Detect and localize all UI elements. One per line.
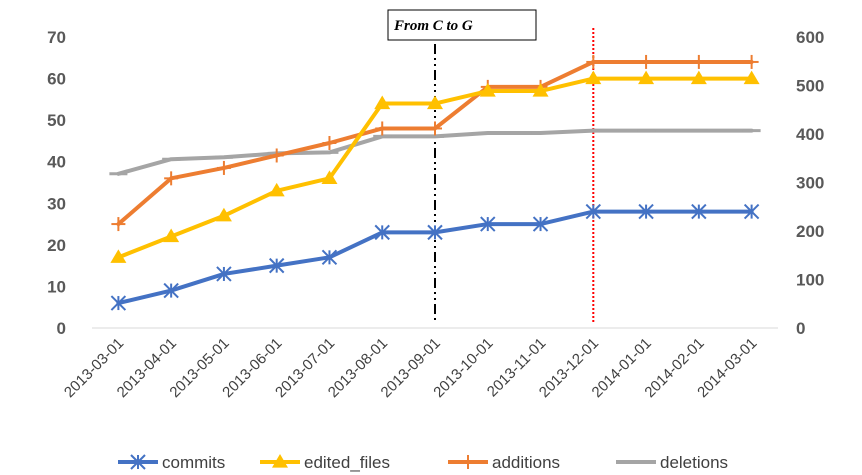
x-axis: 2013-03-012013-04-012013-05-012013-06-01… <box>61 328 778 401</box>
left-y-tick-label: 50 <box>47 111 66 130</box>
right-y-tick-label: 100 <box>796 271 824 290</box>
right-y-tick-label: 200 <box>796 222 824 241</box>
right-y-tick-label: 0 <box>796 319 805 338</box>
left-y-axis: 0 10 20 30 40 50 60 70 <box>47 28 66 338</box>
left-y-tick-label: 60 <box>47 70 66 89</box>
legend-label: edited_files <box>304 453 390 472</box>
legend-item-edited_files: edited_files <box>260 453 390 472</box>
legend-label: deletions <box>660 453 728 472</box>
legend-label: additions <box>492 453 560 472</box>
legend: commits edited_files additions deletions <box>118 453 728 472</box>
legend-label: commits <box>162 453 225 472</box>
legend-item-additions: additions <box>448 453 560 472</box>
left-y-tick-label: 30 <box>47 194 66 213</box>
right-y-tick-label: 600 <box>796 28 824 47</box>
right-y-tick-label: 300 <box>796 174 824 193</box>
right-y-axis: 0 100 200 300 400 500 600 <box>796 28 824 338</box>
left-y-tick-label: 70 <box>47 28 66 47</box>
right-y-tick-label: 400 <box>796 125 824 144</box>
left-y-tick-label: 20 <box>47 236 66 255</box>
left-y-tick-label: 0 <box>57 319 66 338</box>
annotations: From C to G <box>388 10 593 322</box>
left-y-tick-label: 40 <box>47 153 66 172</box>
legend-item-commits: commits <box>118 453 225 472</box>
right-y-tick-label: 500 <box>796 77 824 96</box>
annotation-label: From C to G <box>393 18 473 34</box>
left-y-tick-label: 10 <box>47 277 66 296</box>
legend-item-deletions: deletions <box>616 453 728 472</box>
